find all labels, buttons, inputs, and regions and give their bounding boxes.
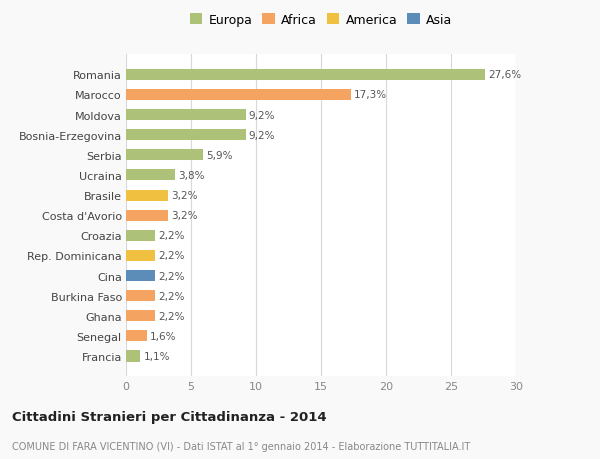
Bar [126,230,155,241]
Text: 17,3%: 17,3% [354,90,387,100]
Bar [126,70,485,81]
Bar [126,170,175,181]
Text: 2,2%: 2,2% [158,251,184,261]
Text: 3,2%: 3,2% [171,190,197,201]
Bar [126,210,167,221]
Text: 3,2%: 3,2% [171,211,197,221]
Bar [126,270,155,281]
Bar [126,130,245,141]
Text: 2,2%: 2,2% [158,271,184,281]
Text: 2,2%: 2,2% [158,291,184,301]
Bar [126,90,351,101]
Text: 2,2%: 2,2% [158,231,184,241]
Bar [126,110,245,121]
Text: COMUNE DI FARA VICENTINO (VI) - Dati ISTAT al 1° gennaio 2014 - Elaborazione TUT: COMUNE DI FARA VICENTINO (VI) - Dati IST… [12,441,470,451]
Text: 27,6%: 27,6% [488,70,521,80]
Legend: Europa, Africa, America, Asia: Europa, Africa, America, Asia [186,10,456,30]
Text: 1,6%: 1,6% [150,331,176,341]
Text: Cittadini Stranieri per Cittadinanza - 2014: Cittadini Stranieri per Cittadinanza - 2… [12,410,326,423]
Text: 3,8%: 3,8% [179,171,205,180]
Bar [126,311,155,322]
Bar [126,190,167,201]
Bar [126,330,147,341]
Text: 5,9%: 5,9% [206,151,232,161]
Text: 9,2%: 9,2% [249,130,275,140]
Bar [126,351,140,362]
Bar [126,291,155,302]
Text: 9,2%: 9,2% [249,110,275,120]
Bar [126,250,155,262]
Text: 1,1%: 1,1% [143,351,170,361]
Text: 2,2%: 2,2% [158,311,184,321]
Bar [126,150,203,161]
